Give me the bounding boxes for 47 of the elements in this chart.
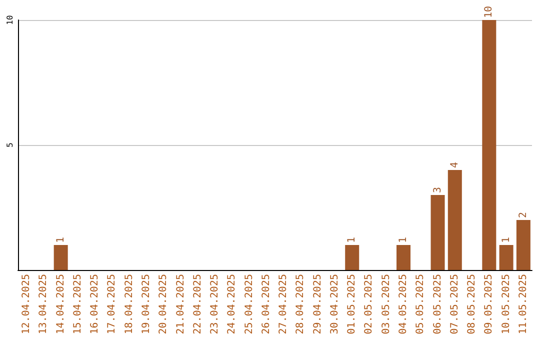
- x-tick-label: 01.05.2025: [346, 274, 358, 334]
- x-tick-label: 23.04.2025: [210, 274, 221, 334]
- x-tick-label: 26.04.2025: [260, 274, 272, 334]
- x-tick-label: 12.04.2025: [21, 274, 32, 334]
- data-label: 4: [449, 162, 460, 168]
- bar: [482, 20, 496, 270]
- bar: [396, 245, 410, 270]
- x-tick-label: 13.04.2025: [38, 274, 50, 334]
- x-tick-label: 11.05.2025: [518, 274, 529, 334]
- bar: [499, 245, 514, 270]
- y-tick-label: 5: [6, 142, 14, 148]
- data-label: 1: [55, 236, 66, 243]
- x-tick-label: 21.04.2025: [175, 274, 186, 334]
- bar: [448, 170, 462, 270]
- x-tick-label: 19.04.2025: [141, 274, 152, 334]
- x-tick-label: 10.05.2025: [500, 274, 512, 334]
- bar: [430, 195, 445, 270]
- x-tick-label: 25.04.2025: [244, 274, 255, 334]
- x-tick-label: 22.04.2025: [192, 274, 204, 334]
- x-tick-label: 05.05.2025: [415, 274, 426, 334]
- x-tick-label: 16.04.2025: [90, 274, 101, 334]
- x-tick-label: 07.05.2025: [449, 274, 460, 334]
- x-tick-label: 29.04.2025: [312, 274, 324, 334]
- bar: [54, 245, 68, 270]
- x-tick-label: 04.05.2025: [398, 274, 409, 334]
- x-tick-label: 03.05.2025: [380, 274, 392, 334]
- bar: [516, 220, 530, 270]
- x-tick-label: 15.04.2025: [72, 274, 84, 334]
- x-tick-label: 28.04.2025: [295, 274, 306, 334]
- data-label: 1: [346, 236, 358, 243]
- data-label: 3: [432, 186, 444, 193]
- x-tick-label: 14.04.2025: [55, 274, 66, 334]
- x-tick-label: 08.05.2025: [466, 274, 478, 334]
- data-label: 10: [484, 6, 495, 18]
- data-label: 2: [518, 212, 529, 218]
- x-tick-label: 24.04.2025: [226, 274, 238, 334]
- x-tick-label: 18.04.2025: [124, 274, 135, 334]
- x-tick-label: 06.05.2025: [432, 274, 444, 334]
- data-label: 1: [398, 236, 409, 243]
- x-tick-label: 27.04.2025: [278, 274, 290, 334]
- x-tick-label: 02.05.2025: [364, 274, 375, 334]
- bar: [345, 245, 360, 270]
- x-tick-label: 17.04.2025: [106, 274, 118, 334]
- x-tick-label: 20.04.2025: [158, 274, 170, 334]
- x-tick-label: 30.04.2025: [329, 274, 340, 334]
- x-tick-label: 09.05.2025: [484, 274, 495, 334]
- data-label: 1: [500, 236, 512, 243]
